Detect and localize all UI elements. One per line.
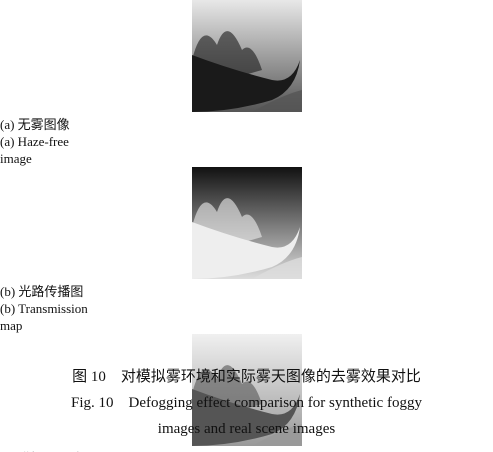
roof — [191, 55, 300, 112]
roof — [191, 389, 300, 446]
figure-caption: images and real scene images — [157, 421, 336, 437]
caption-line: (b) Transmission — [0, 301, 88, 316]
figure-caption: 图 10 对模拟雾环境和实际雾天图像的去雾效果对比 — [72, 369, 421, 385]
photo — [191, 167, 302, 279]
photo — [191, 0, 302, 112]
ground — [251, 424, 302, 446]
caption-line: (a) Haze-free — [0, 134, 69, 149]
panel: (b) 光路传播图 (b) Transmission map — [0, 167, 493, 334]
ground — [251, 90, 302, 112]
photo — [191, 334, 302, 446]
panel-caption: (b) 光路传播图 (b) Transmission map — [0, 283, 493, 334]
caption-line: map — [0, 318, 23, 333]
ground — [251, 257, 302, 279]
roof — [191, 222, 300, 279]
panel: (a) 无雾图像 (a) Haze-free image — [0, 0, 493, 167]
caption-line: image — [0, 151, 32, 166]
figure-caption: Fig. 10 Defogging effect comparison for … — [71, 395, 422, 411]
panel-caption: (a) 无雾图像 (a) Haze-free image — [0, 116, 493, 167]
panel: (c) 模拟雾环境(c) Simulatedfog image — [0, 334, 493, 452]
caption-line: (a) 无雾图像 — [0, 117, 70, 132]
caption-line: (b) 光路传播图 — [0, 284, 84, 299]
